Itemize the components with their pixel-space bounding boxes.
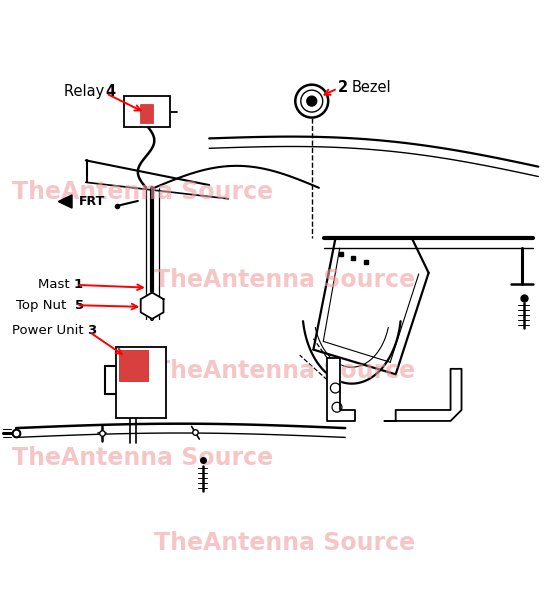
Text: TheAntenna Source: TheAntenna Source [155,531,415,555]
Text: 1: 1 [74,278,83,291]
Polygon shape [327,358,355,421]
Text: Bezel: Bezel [352,80,392,95]
Text: Mast: Mast [38,278,74,291]
Text: 3: 3 [87,324,97,337]
Circle shape [307,96,317,106]
Polygon shape [58,195,72,208]
FancyBboxPatch shape [140,104,153,122]
Text: TheAntenna Source: TheAntenna Source [155,268,415,292]
Polygon shape [141,293,163,319]
Text: TheAntenna Source: TheAntenna Source [12,447,273,470]
Polygon shape [384,369,461,421]
Text: 2: 2 [338,80,348,95]
Text: Power Unit: Power Unit [12,324,87,337]
FancyBboxPatch shape [117,347,166,418]
Text: Relay: Relay [64,84,109,99]
FancyBboxPatch shape [119,350,148,381]
Text: 4: 4 [106,84,116,99]
Text: TheAntenna Source: TheAntenna Source [155,359,415,382]
FancyBboxPatch shape [124,96,169,127]
Text: TheAntenna Source: TheAntenna Source [12,180,273,204]
Text: Top Nut: Top Nut [16,299,70,311]
Text: FRT: FRT [79,195,106,208]
Text: 5: 5 [75,299,85,311]
